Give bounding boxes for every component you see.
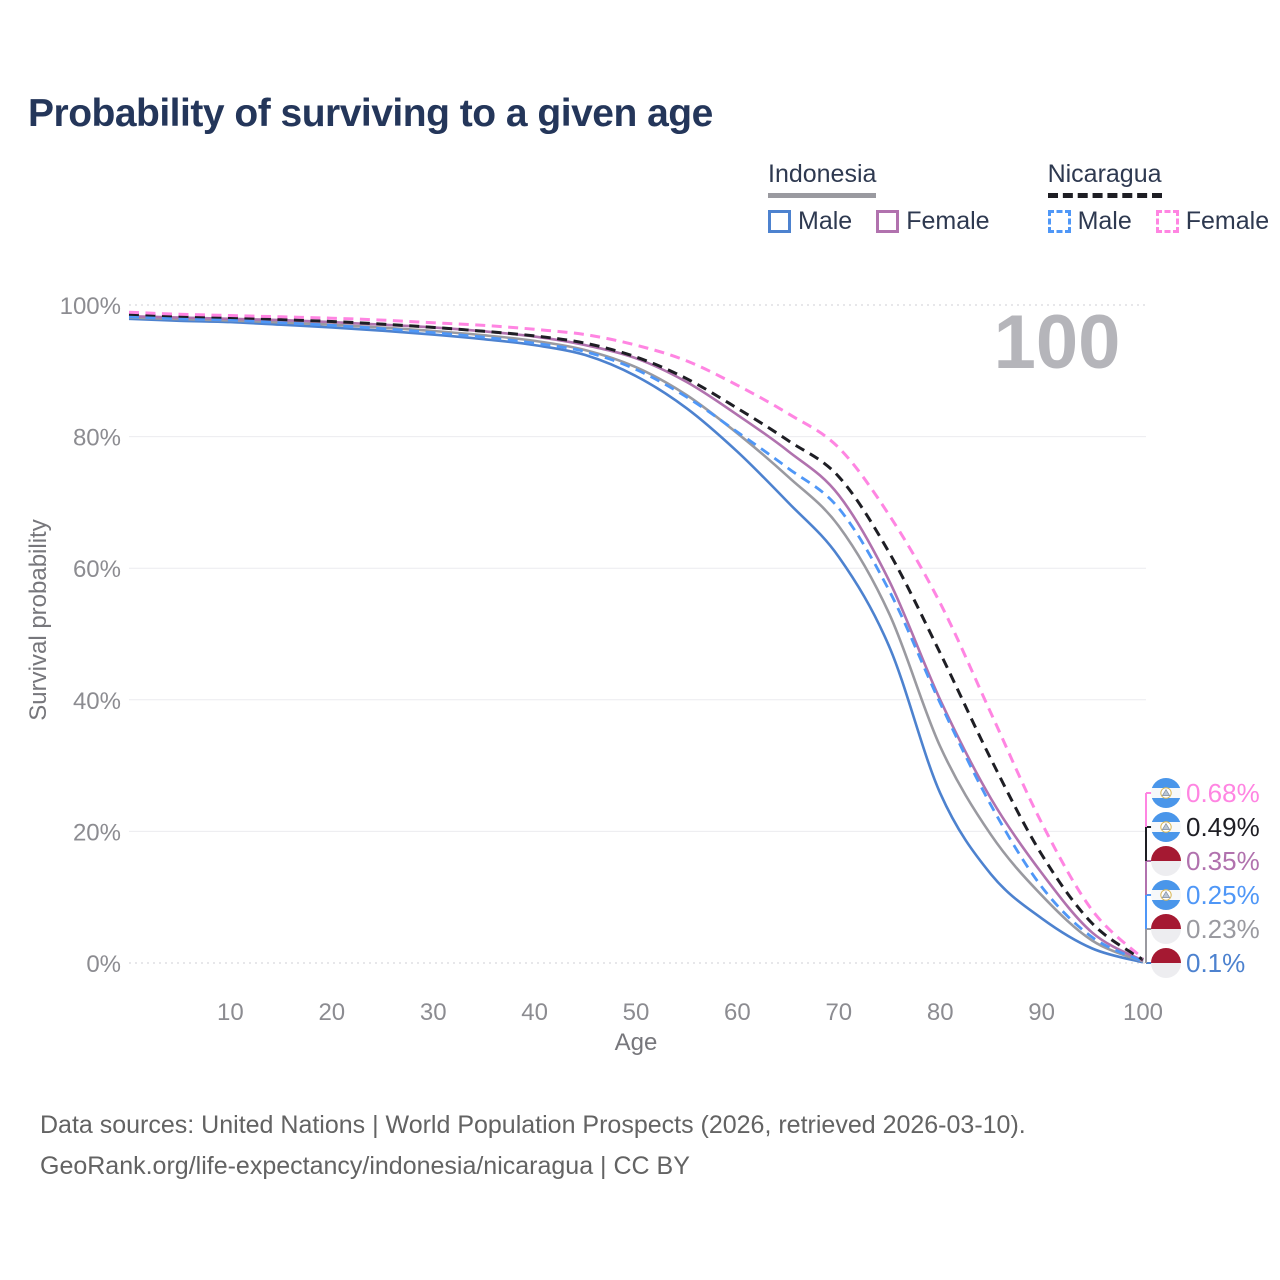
end-value-label-indonesia-female: 0.35%: [1186, 846, 1260, 876]
x-tick-label-40: 40: [521, 999, 548, 1026]
x-tick-label-70: 70: [825, 999, 852, 1026]
legend: Indonesia Male Female Nicaragua Male: [768, 160, 1269, 236]
indonesia-flag-icon: [1151, 846, 1181, 876]
nicaragua-flag-icon: [1151, 812, 1181, 842]
legend-group-indonesia: Indonesia Male Female: [768, 160, 990, 236]
curve-indonesia-male[interactable]: [128, 317, 1144, 964]
curve-indonesia-female[interactable]: [128, 314, 1144, 962]
x-tick-label-80: 80: [927, 999, 954, 1026]
y-tick-label-60: 60%: [73, 556, 121, 583]
x-tick-label-90: 90: [1028, 999, 1055, 1026]
nicaragua-flag-icon: [1151, 880, 1181, 910]
y-axis-title: Survival probability: [25, 519, 52, 720]
x-tick-label-50: 50: [623, 999, 650, 1026]
legend-label-nicaragua-male: Male: [1077, 207, 1132, 235]
indonesia-flag-icon: [1151, 948, 1181, 978]
y-tick-label-40: 40%: [73, 688, 121, 715]
age-counter-watermark: 100: [994, 300, 1121, 385]
nicaragua-flag-icon: [1151, 778, 1181, 808]
legend-group-nicaragua: Nicaragua Male Female: [1047, 160, 1270, 236]
y-tick-label-20: 20%: [73, 819, 121, 846]
indonesia-female-swatch: [876, 210, 900, 233]
y-tick-label-0: 0%: [86, 951, 121, 978]
end-value-label-nicaragua-both: 0.49%: [1186, 812, 1260, 842]
curve-indonesia-both[interactable]: [128, 316, 1144, 963]
legend-item-nicaragua-male[interactable]: Male: [1047, 207, 1132, 236]
y-tick-label-80: 80%: [73, 425, 121, 452]
curve-nicaragua-female[interactable]: [128, 310, 1145, 960]
end-value-label-indonesia-male: 0.1%: [1186, 948, 1245, 978]
footer-line-sources: Data sources: United Nations | World Pop…: [40, 1111, 1026, 1139]
data-sources-footer: Data sources: United Nations | World Pop…: [40, 1105, 1026, 1187]
end-value-label-nicaragua-female: 0.68%: [1186, 778, 1260, 808]
legend-label-nicaragua-female: Female: [1185, 207, 1270, 235]
legend-country-nicaragua[interactable]: Nicaragua: [1047, 160, 1162, 198]
legend-label-indonesia-female: Female: [906, 207, 990, 235]
legend-label-indonesia-male: Male: [798, 207, 853, 235]
indonesia-male-swatch: [768, 210, 791, 233]
curve-nicaragua-both[interactable]: [128, 312, 1144, 962]
curve-nicaragua-male[interactable]: [128, 315, 1144, 963]
end-value-label-indonesia-both: 0.23%: [1186, 914, 1260, 944]
footer-line-attribution: GeoRank.org/life-expectancy/indonesia/ni…: [40, 1152, 690, 1180]
x-tick-label-20: 20: [318, 999, 345, 1026]
indonesia-flag-icon: [1151, 914, 1181, 944]
legend-item-indonesia-male[interactable]: Male: [768, 207, 852, 236]
x-tick-label-60: 60: [724, 999, 751, 1026]
x-tick-label-30: 30: [420, 999, 447, 1026]
legend-item-nicaragua-female[interactable]: Female: [1155, 207, 1270, 236]
nicaragua-male-swatch: [1047, 210, 1071, 233]
legend-country-indonesia[interactable]: Indonesia: [768, 160, 877, 198]
x-axis-title: Age: [615, 1029, 658, 1056]
page-title: Probability of surviving to a given age: [28, 92, 713, 135]
x-tick-label-100: 100: [1123, 999, 1163, 1026]
end-value-label-nicaragua-male: 0.25%: [1186, 880, 1260, 910]
x-tick-label-10: 10: [217, 999, 244, 1026]
nicaragua-female-swatch: [1155, 210, 1179, 233]
y-tick-label-100: 100%: [60, 293, 121, 320]
legend-item-indonesia-female[interactable]: Female: [876, 207, 990, 236]
